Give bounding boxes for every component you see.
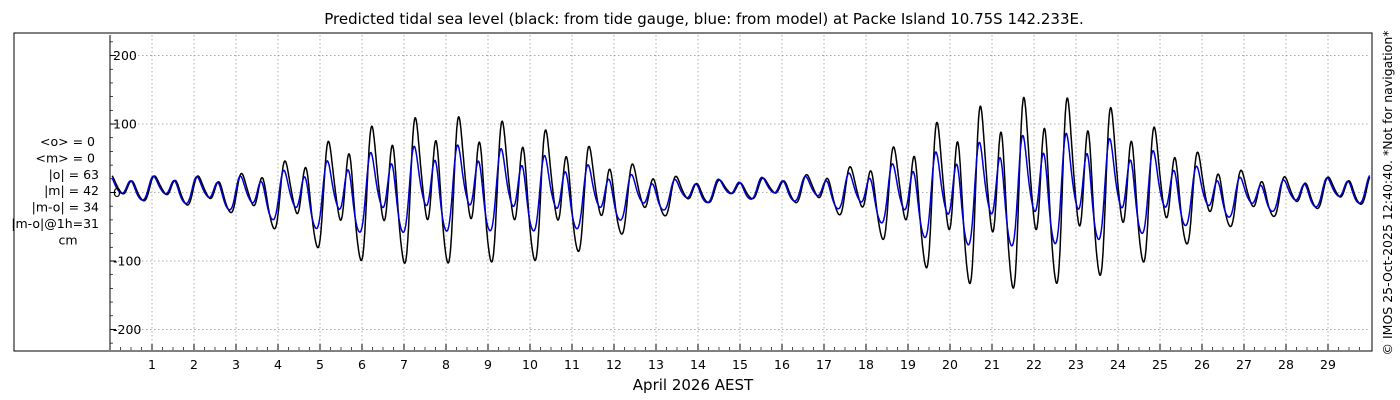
stats-line: |m-o|@1h=31 <box>11 216 99 231</box>
x-tick-label: 16 <box>774 357 790 372</box>
x-tick-label: 28 <box>1278 357 1294 372</box>
x-tick-label: 8 <box>442 357 450 372</box>
x-tick-label: 15 <box>732 357 748 372</box>
x-tick-label: 26 <box>1194 357 1210 372</box>
stats-line: |m-o| = 34 <box>32 200 99 215</box>
x-tick-label: 3 <box>232 357 240 372</box>
stats-line: <m> = 0 <box>36 150 96 165</box>
x-tick-label: 9 <box>484 357 492 372</box>
x-tick-label: 14 <box>690 357 706 372</box>
credit-text: © IMOS 25-Oct-2025 12:40:40. *Not for na… <box>1380 31 1395 356</box>
x-tick-label: 19 <box>900 357 916 372</box>
y-tick-label: 100 <box>113 117 137 132</box>
x-tick-label: 22 <box>1026 357 1042 372</box>
y-tick-label: -200 <box>113 322 141 337</box>
stats-line: |m| = 42 <box>44 183 99 198</box>
stats-line: |o| = 63 <box>49 167 99 182</box>
axis-layer <box>109 35 1360 350</box>
outer-frame <box>13 32 1373 352</box>
x-tick-label: 23 <box>1068 357 1084 372</box>
series-line-model <box>111 132 1371 247</box>
x-tick-label: 4 <box>274 357 282 372</box>
x-tick-label: 18 <box>858 357 874 372</box>
tick-label-layer: 1 2 3 4 5 6 7 8 9 10 11 12 13 14 15 16 17 18 19 20 21 22 23 24 2… <box>113 48 1336 372</box>
chart-title: Predicted tidal sea level (black: from t… <box>324 10 1084 28</box>
x-tick-label: 21 <box>984 357 1000 372</box>
x-tick-label: 7 <box>400 357 408 372</box>
grid-layer <box>110 35 1370 350</box>
x-tick-label: 1 <box>148 357 156 372</box>
series-layer <box>111 96 1371 289</box>
x-tick-label: 20 <box>942 357 958 372</box>
x-tick-label: 12 <box>606 357 622 372</box>
x-tick-label: 6 <box>358 357 366 372</box>
x-tick-label: 29 <box>1320 357 1336 372</box>
x-axis-label: April 2026 AEST <box>633 376 754 394</box>
stats-line: <o> = 0 <box>40 134 95 149</box>
y-tick-label: 200 <box>113 48 137 63</box>
x-tick-label: 13 <box>648 357 664 372</box>
stats-panel: <o> = 0<m> = 0 |o| = 63|m| = 42 |m-o| = 34… <box>11 134 99 247</box>
x-tick-label: 25 <box>1152 357 1168 372</box>
x-tick-label: 2 <box>190 357 198 372</box>
x-tick-label: 24 <box>1110 357 1126 372</box>
x-tick-label: 27 <box>1236 357 1252 372</box>
x-tick-label: 17 <box>816 357 832 372</box>
x-tick-label: 11 <box>564 357 580 372</box>
y-tick-label: 0 <box>113 185 121 200</box>
x-tick-label: 10 <box>522 357 538 372</box>
y-tick-label: -100 <box>113 253 141 268</box>
x-tick-label: 5 <box>316 357 324 372</box>
stats-line: cm <box>58 232 77 247</box>
